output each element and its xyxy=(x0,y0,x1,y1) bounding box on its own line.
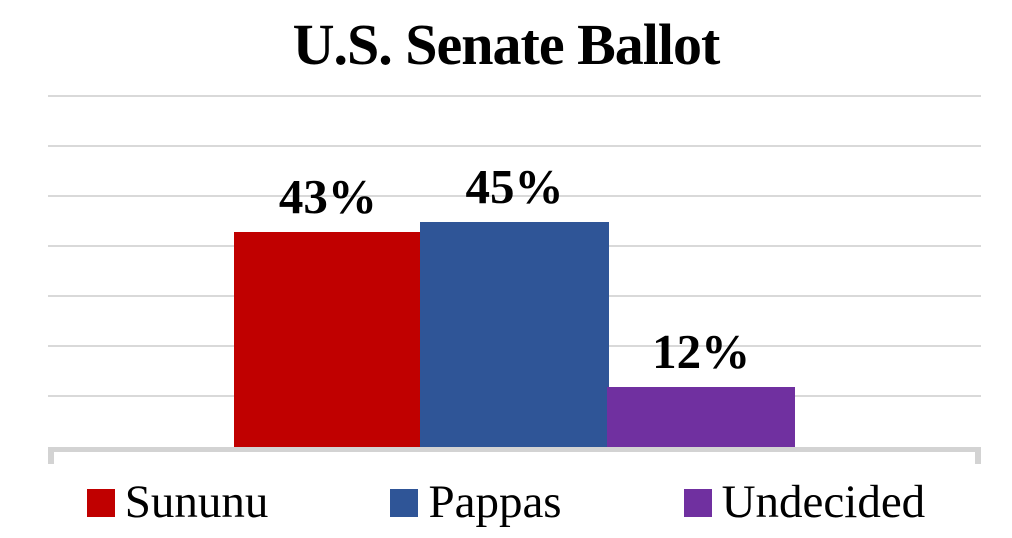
legend-item-pappas: Pappas xyxy=(390,476,562,528)
bar-pappas: 45% xyxy=(420,162,609,447)
gridline xyxy=(48,195,981,197)
axis-end-tick-left xyxy=(48,447,54,464)
bar-undecided: 12% xyxy=(606,327,796,447)
x-axis-line xyxy=(48,447,981,464)
legend-swatch-pappas xyxy=(390,488,419,517)
gridline xyxy=(48,145,981,147)
legend-swatch-undecided xyxy=(683,488,712,517)
legend: Sununu Pappas Undecided xyxy=(0,476,1012,528)
legend-label-sununu: Sununu xyxy=(124,476,269,528)
legend-item-undecided: Undecided xyxy=(683,476,926,528)
legend-item-sununu: Sununu xyxy=(86,476,269,528)
gridline xyxy=(48,95,981,97)
bar-sununu: 43% xyxy=(233,172,423,447)
legend-label-pappas: Pappas xyxy=(428,476,562,528)
legend-label-undecided: Undecided xyxy=(721,476,926,528)
bar-value-label-pappas: 45% xyxy=(465,159,564,214)
bar-value-label-sununu: 43% xyxy=(278,169,377,224)
legend-swatch-sununu xyxy=(86,488,115,517)
bar-value-label-undecided: 12% xyxy=(652,324,751,379)
axis-end-tick-right xyxy=(975,447,981,464)
bars-group: 43% 45% 12% xyxy=(48,97,981,447)
plot-area: 43% 45% 12% xyxy=(48,95,981,464)
chart-title: U.S. Senate Ballot xyxy=(292,12,721,77)
